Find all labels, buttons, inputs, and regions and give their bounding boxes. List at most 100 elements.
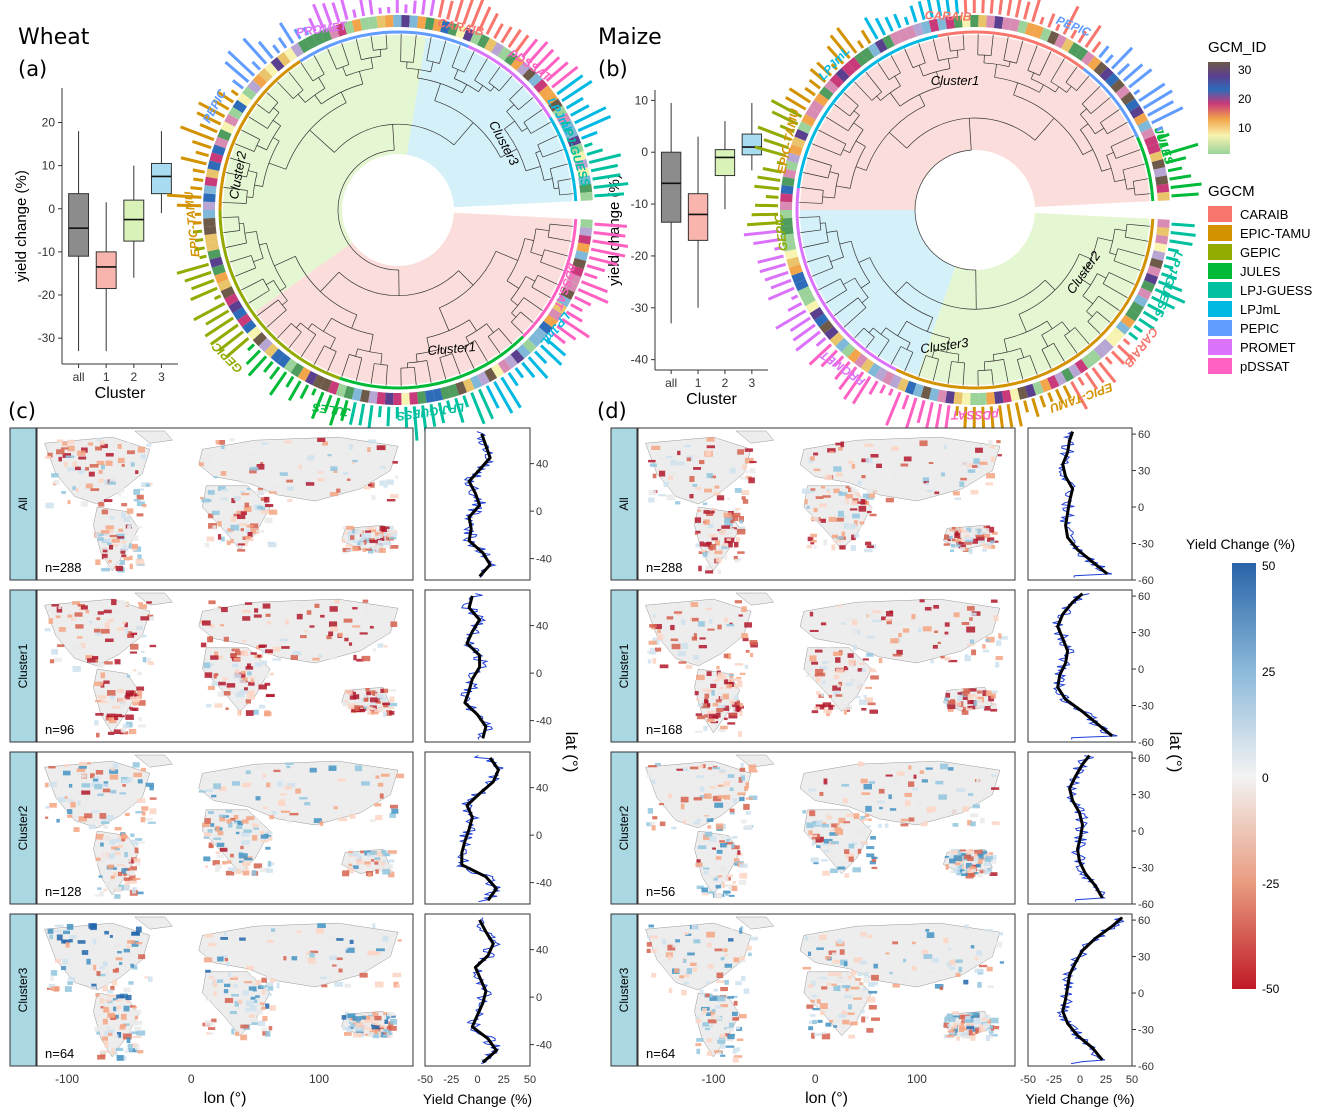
map-pixel [698,551,704,554]
map-pixel [849,526,857,530]
map-pixel [262,773,267,778]
map-pixel [380,861,386,866]
map-pixel [238,853,248,859]
map-pixel [388,702,398,707]
tree-branch [818,278,841,291]
model-bar [269,371,288,396]
map-pixel [807,536,814,542]
map-pixel [144,976,149,979]
map-pixel [965,1022,974,1027]
map-pixel [981,854,987,859]
map-pixel [868,507,873,510]
map-pixel [384,863,393,870]
model-bar [586,148,604,156]
map-pixel [982,644,986,649]
map-pixel [708,534,717,537]
map-pixel [62,453,72,458]
ggcm-arc [937,30,1085,71]
map-pixel [50,986,60,991]
map-pixel [77,450,86,456]
model-bar [269,366,281,380]
lat-tick-label: -30 [1138,539,1154,551]
map-pixel [148,661,154,666]
gcm-ring-cell [242,86,257,101]
map-pixel [990,708,998,712]
map-pixel [102,985,109,992]
model-bar [1165,255,1179,262]
tree-arc [400,366,415,369]
map-pixel [726,623,735,627]
y-tick-label: -10 [631,197,649,211]
gcm-ring-cell [204,233,218,244]
tree-branch [868,327,874,334]
map-pixel [683,981,689,985]
lat-tick-label: 30 [1138,628,1150,640]
gcm-ring-cell [563,280,579,293]
map-pixel [749,936,759,941]
map-pixel [93,628,101,633]
map-pixel [738,516,745,522]
map-pixel [142,657,147,663]
map-pixel [291,956,298,961]
map-pixel [127,777,133,782]
tree-branch [295,322,301,329]
map-pixel [321,611,326,614]
map-pixel [386,1026,392,1030]
map-pixel [366,691,371,696]
profile-frame [1027,427,1133,581]
map-pixel [711,961,717,967]
gcm-ring-cell [1024,383,1037,398]
map-pixel [220,497,228,501]
model-bar [834,360,851,381]
map-pixel [108,1029,115,1033]
tree-branch [1094,127,1105,135]
tree-arc [984,359,1004,363]
tree-branch [272,120,281,127]
tree-branch [518,97,534,111]
gcm-ring-cell [416,16,427,29]
map-pixel [987,537,995,542]
tree-branch [281,300,288,306]
map-pixel [646,942,652,947]
gcm-ring-cell [1054,371,1067,386]
map-pixel [742,470,749,474]
map-pixel [693,467,701,470]
map-pixel [224,488,229,492]
map-pixel [947,708,954,712]
map-pixel [134,838,143,841]
lat-tick-label: 40 [536,783,548,795]
map-pixel [670,624,675,631]
model-bar [1163,142,1199,156]
map-pixel [859,521,865,525]
map-pixel [846,615,852,621]
map-pixel [861,841,868,845]
model-bar [963,0,968,14]
facet-strip [610,913,638,1067]
map-pixel [348,863,353,867]
map-pixel [989,526,995,533]
tree-branch [1016,40,1024,64]
gcm-ring-cell [497,359,512,374]
map-pixel [100,443,108,449]
map-pixel [231,498,236,504]
map-pixel [241,840,250,845]
legend-ggcm-label: LPJmL [1240,302,1280,317]
legend-yield-tick: -50 [1262,982,1280,996]
map-pixel [972,538,978,544]
map-pixel [706,671,712,677]
map-pixel [122,724,130,729]
map-pixel [271,810,277,815]
map-pixel [721,545,728,549]
gcm-ring-cell [270,57,285,72]
map-pixel [89,464,99,468]
map-pixel [677,651,686,657]
map-pixel [382,688,389,693]
model-bar [195,150,210,158]
map-pixel [804,935,809,941]
map-pixel [252,835,258,841]
map-pixel [707,1019,717,1024]
map-pixel [728,696,738,701]
map-pixel [695,862,703,867]
map-pixel [723,553,728,560]
map-pixel [871,974,879,981]
